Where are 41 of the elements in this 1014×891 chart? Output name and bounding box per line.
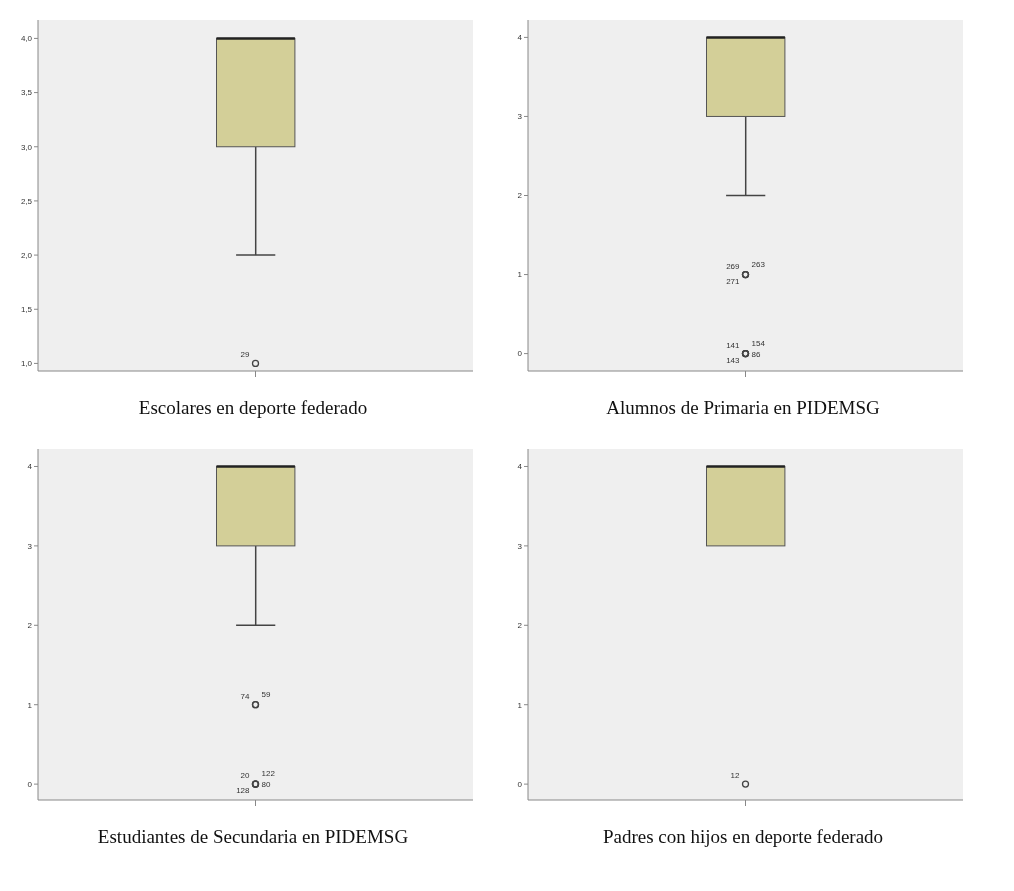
annotation: 271 [726, 276, 741, 286]
annotation: 263 [751, 259, 766, 269]
annotation: 12 [730, 771, 741, 781]
text: Padres con hijos en deporte federado [601, 826, 885, 848]
y-tick-label: 1 [27, 700, 33, 710]
y-tick-label: 2 [517, 621, 523, 631]
text: Escolares en deporte federado [137, 397, 369, 419]
annotation: 269 [726, 261, 741, 271]
y-tick-label: 2 [27, 621, 33, 631]
y-tick-label: 0 [517, 349, 523, 359]
annotation: 141 [726, 340, 741, 350]
y-tick-label: 3 [517, 541, 523, 551]
text: Alumnos de Primaria en PIDEMSG [605, 397, 881, 419]
annotation: 143 [726, 355, 741, 365]
annotation: 74 [240, 691, 251, 701]
y-tick-label: 4 [517, 462, 523, 472]
y-tick-label: 1 [517, 270, 523, 280]
annotation: 80 [261, 780, 271, 790]
annotation: 29 [240, 350, 251, 360]
y-tick-label: 4 [517, 33, 523, 43]
y-tick-label: 2,5 [20, 196, 33, 206]
annotation: 122 [261, 769, 276, 779]
y-tick-label: 4,0 [20, 34, 33, 44]
y-tick-label: 1,5 [20, 305, 33, 315]
annotation: 86 [751, 349, 761, 359]
y-tick-label: 0 [517, 779, 523, 789]
annotation: 154 [751, 338, 766, 348]
y-tick-label: 4 [27, 462, 33, 472]
annotation: 20 [240, 771, 251, 781]
y-tick-label: 2,0 [20, 250, 33, 260]
y-tick-label: 1,0 [20, 359, 33, 369]
annotation: 59 [261, 689, 271, 699]
y-tick-label: 1 [517, 700, 523, 710]
y-tick-label: 0 [27, 779, 33, 789]
y-tick-label: 3,0 [20, 142, 33, 152]
y-tick-label: 3 [27, 541, 33, 551]
annotation: 128 [236, 786, 251, 796]
y-tick-label: 2 [517, 191, 523, 201]
text: Estudiantes de Secundaria en PIDEMSG [96, 826, 410, 848]
y-tick-label: 3,5 [20, 88, 33, 98]
y-tick-label: 3 [517, 112, 523, 122]
